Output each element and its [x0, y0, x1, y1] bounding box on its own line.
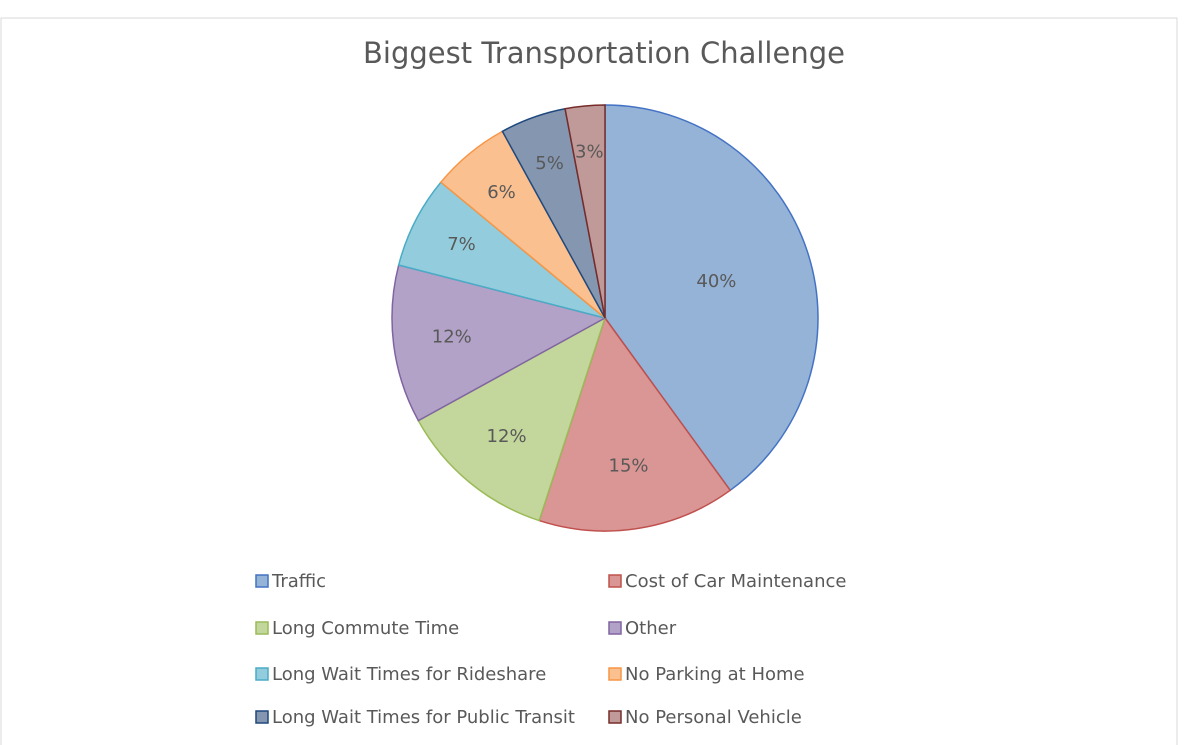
data-label: 3%: [575, 141, 604, 162]
legend-label: Cost of Car Maintenance: [625, 571, 846, 592]
legend-swatch: [608, 667, 622, 681]
pie-slice: [538, 316, 732, 532]
data-label: 12%: [487, 426, 527, 447]
legend-label: No Parking at Home: [625, 664, 805, 685]
legend-label: Long Commute Time: [272, 618, 459, 639]
pie-slice: [417, 316, 607, 522]
data-label: 15%: [609, 456, 649, 477]
legend-swatch: [255, 667, 269, 681]
legend-swatch: [255, 621, 269, 635]
pie-slice: [604, 104, 819, 492]
legend-label: No Personal Vehicle: [625, 707, 802, 728]
legend-label: Other: [625, 618, 677, 639]
legend-swatch: [255, 574, 269, 588]
data-label: 40%: [696, 271, 736, 292]
legend-label: Long Wait Times for Rideshare: [272, 664, 546, 685]
data-label: 6%: [487, 182, 516, 203]
data-label: 5%: [535, 153, 564, 174]
legend-swatch: [608, 574, 622, 588]
legend-swatch: [608, 710, 622, 724]
pie-slice: [391, 264, 608, 422]
pie-slice: [564, 104, 606, 319]
legend-label: Long Wait Times for Public Transit: [272, 707, 575, 728]
legend-swatch: [608, 621, 622, 635]
chart-title: Biggest Transportation Challenge: [363, 36, 845, 70]
legend-label: Traffic: [271, 571, 326, 592]
data-label: 7%: [447, 234, 476, 255]
data-label: 12%: [432, 326, 472, 347]
legend-swatch: [255, 710, 269, 724]
